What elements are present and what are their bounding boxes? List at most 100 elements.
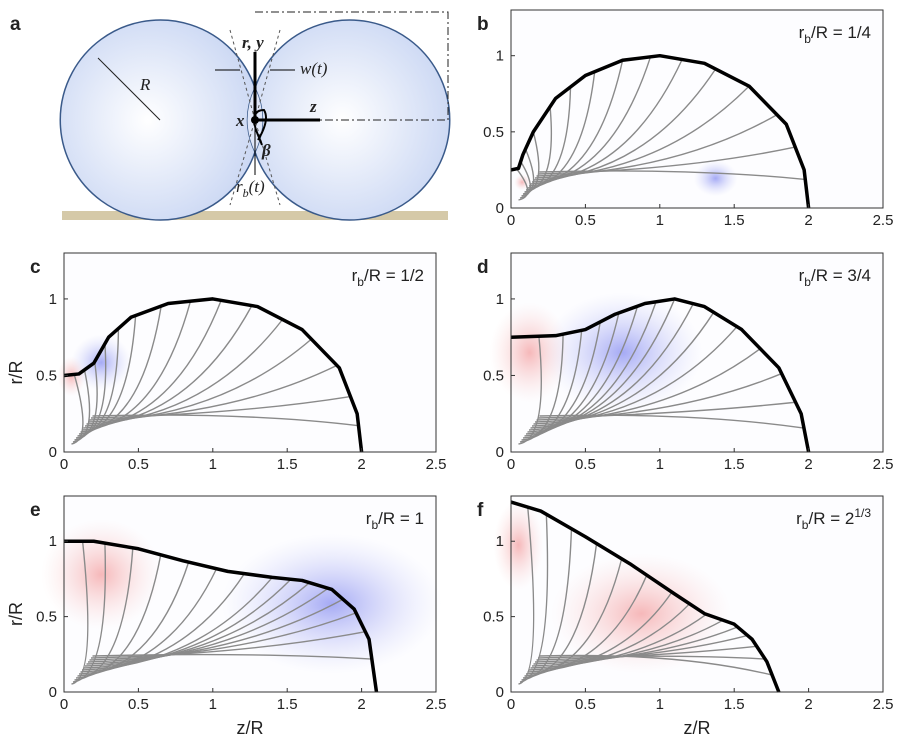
x-tick-label: 1 — [209, 456, 217, 473]
x-tick-label: 0.5 — [128, 696, 149, 713]
streamline — [90, 631, 366, 659]
y-tick-label: 0.5 — [36, 367, 57, 384]
streamline — [87, 598, 344, 663]
y-tick-label: 0 — [49, 684, 57, 701]
boundary-line — [64, 539, 379, 693]
streamline — [524, 558, 623, 677]
axes-box — [510, 495, 884, 693]
streamline — [92, 414, 359, 427]
boundary-line — [510, 297, 811, 453]
x-tick-label: 2 — [804, 456, 812, 473]
streamline — [536, 645, 757, 661]
streamline — [537, 655, 766, 660]
field-blob — [41, 519, 162, 630]
axes-box — [63, 495, 437, 693]
streamline — [86, 319, 284, 425]
y-tick-label: 0.5 — [483, 367, 504, 384]
rb-main: r — [236, 177, 243, 196]
x-tick-label: 0 — [507, 212, 515, 229]
panel: 0 0.5 1 1.5 2 2.500.51b rb/R = 1/4 — [477, 9, 893, 229]
streamline — [521, 330, 583, 441]
x-tick-label: 2.5 — [426, 696, 447, 713]
label-z: z — [309, 97, 317, 116]
y-tick-label: 1 — [496, 533, 504, 550]
streamline — [92, 653, 372, 660]
cone-lines — [229, 29, 281, 206]
streamline — [533, 626, 738, 665]
annotation-main: r — [796, 509, 802, 528]
panel-label: f — [477, 500, 484, 521]
y-tick-label: 1 — [496, 48, 504, 65]
streamline — [89, 364, 338, 421]
annotation-rest: /R = 1/4 — [811, 23, 871, 42]
axes-box — [510, 252, 884, 453]
y-tick-label: 0.5 — [483, 609, 504, 626]
x-tick-label: 2 — [357, 696, 365, 713]
streamline — [78, 568, 218, 675]
streamline — [527, 301, 657, 433]
boundary-line — [63, 297, 364, 453]
streamline — [519, 334, 564, 443]
x-tick-label: 1.5 — [724, 696, 745, 713]
annotation-rest: /R = 1 — [378, 509, 424, 528]
annotation: rb/R = 1/2 — [352, 266, 424, 289]
annotation-main: r — [366, 509, 372, 528]
streamline — [522, 321, 601, 439]
streamline — [533, 68, 717, 181]
origin-dot — [251, 116, 259, 124]
panel: 0 0.5 1 1.5 2 2.500.51c rb/R = 1/2r/R — [6, 252, 446, 473]
streamline — [77, 328, 120, 437]
field-blob — [542, 292, 703, 413]
streamline — [539, 170, 806, 181]
y-tick-label: 0 — [496, 444, 504, 461]
rb-rest: (t) — [249, 177, 265, 196]
annotation-rest: /R = 2 — [808, 509, 854, 528]
x-tick-label: 1 — [656, 212, 664, 229]
x-tick-label: 2 — [804, 696, 812, 713]
field-blob — [493, 500, 544, 590]
boundary-line — [510, 53, 811, 209]
streamline — [80, 305, 162, 433]
streamline — [537, 401, 796, 419]
x-tick-label: 0.5 — [575, 212, 596, 229]
streamline — [531, 311, 715, 427]
streamline — [75, 343, 107, 439]
axes-box — [63, 252, 437, 453]
streamline — [528, 298, 676, 431]
y-tick-label: 0.5 — [483, 124, 504, 141]
streamline — [530, 56, 652, 185]
x-tick-label: 0.5 — [128, 456, 149, 473]
streamline — [528, 60, 624, 187]
x-tick-label: 0 — [60, 456, 68, 473]
annotation-main: r — [352, 266, 358, 285]
x-tick-label: 0.5 — [575, 456, 596, 473]
y-tick-label: 0 — [49, 444, 57, 461]
x-axis-label: z/R — [684, 718, 711, 738]
x-tick-label: 1 — [209, 696, 217, 713]
annotation-sub: b — [804, 32, 811, 46]
x-tick-label: 0.5 — [575, 696, 596, 713]
x-tick-label: 1.5 — [724, 456, 745, 473]
annotation: rb/R = 1 — [366, 509, 424, 532]
streamline — [87, 338, 312, 423]
annotation: rb/R = 21/3 — [796, 506, 871, 532]
annotation-rest: /R = 3/4 — [811, 266, 871, 285]
annotation-main: r — [799, 266, 805, 285]
streamline — [524, 312, 620, 437]
streamline — [77, 561, 190, 677]
streamline — [534, 348, 761, 423]
streamline — [525, 305, 639, 435]
field-blob — [221, 533, 442, 674]
x-tick-label: 2 — [804, 212, 812, 229]
streamline — [530, 303, 694, 429]
streamline — [530, 613, 707, 669]
ground — [62, 211, 448, 220]
streamline — [83, 578, 292, 669]
x-tick-label: 1.5 — [724, 212, 745, 229]
label-rb: rb(t) — [236, 177, 265, 200]
streamline — [536, 372, 782, 421]
streamline — [519, 161, 532, 199]
domain-box — [255, 11, 449, 121]
streamline — [71, 374, 84, 445]
panel-label: c — [30, 257, 41, 278]
